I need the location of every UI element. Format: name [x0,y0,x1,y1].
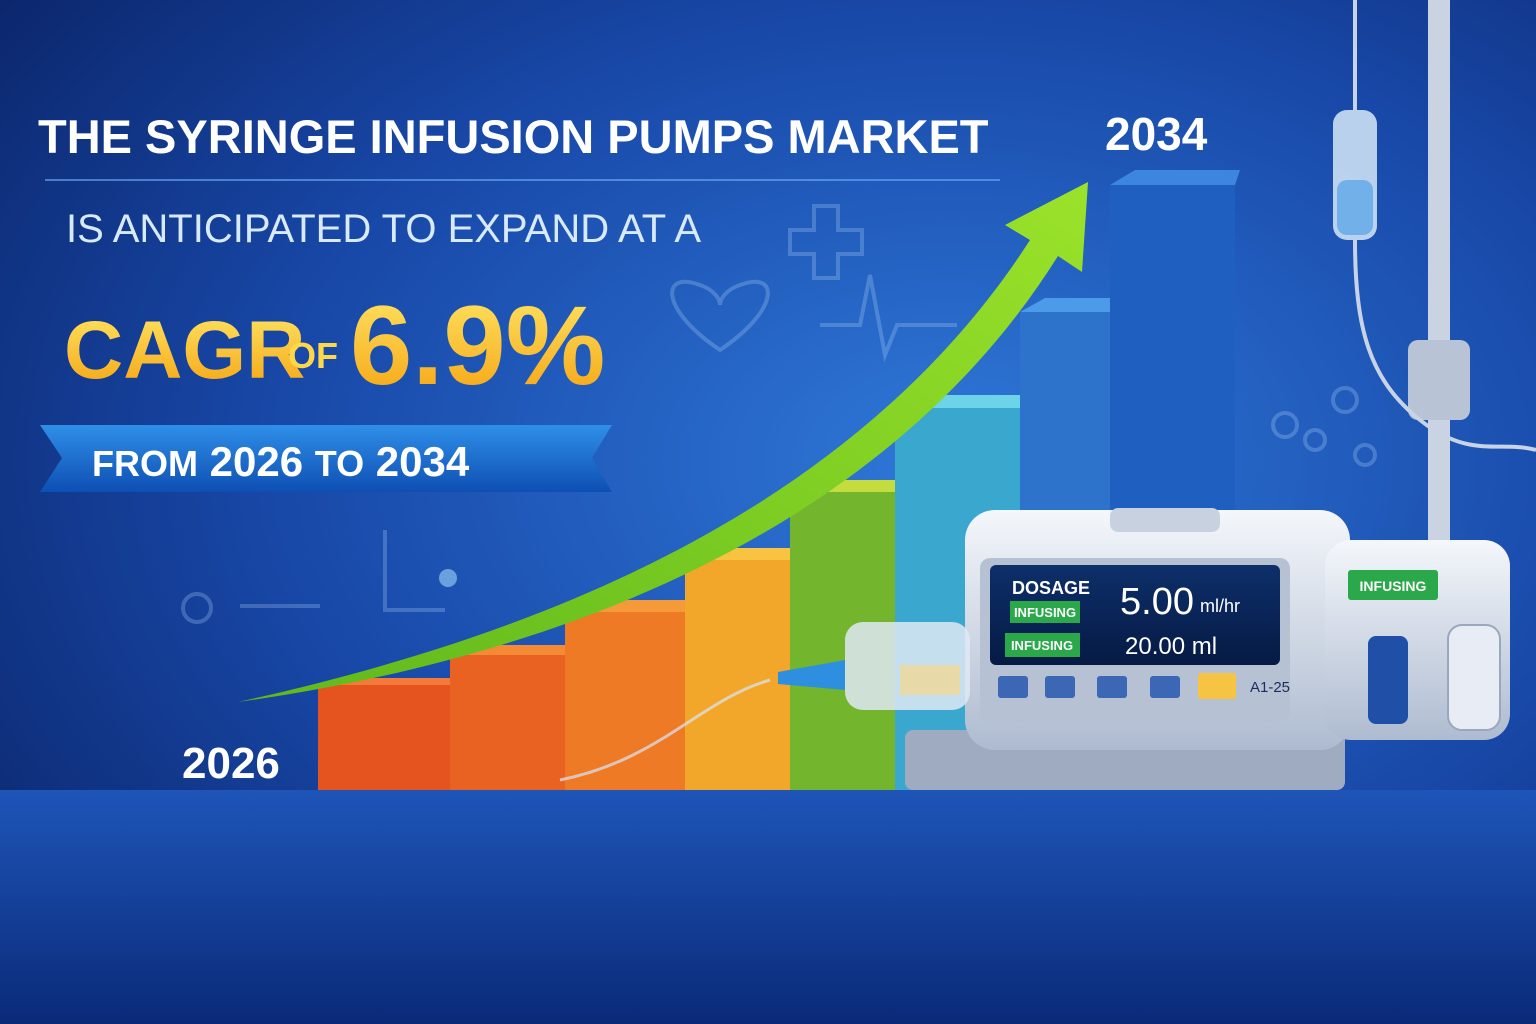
screen-rate-unit: ml/hr [1200,596,1240,616]
screen-status: INFUSING [1014,605,1076,620]
syringe-plunger [900,665,960,695]
ribbon [40,425,612,492]
screen-dosage: DOSAGE [1012,578,1090,598]
background-icons [181,204,1377,624]
bar [318,685,450,790]
end-year-label: 2034 [1105,108,1208,160]
heart-icon [670,279,770,353]
cagr-label: CAGR [64,305,305,396]
node-icon [1303,428,1327,452]
tube [559,678,771,782]
status-box [1010,601,1080,623]
syringe-pump: INFUSING DOSAGE INFUSING INFUSING 5.00 m… [559,508,1510,790]
bar [565,612,685,790]
screen-button [1150,676,1180,698]
status-box [1005,633,1080,657]
dot-icon [439,569,457,587]
dot-icon [181,592,213,624]
syringe-tip [778,660,845,690]
floor [0,790,1536,1024]
cagr-of: OF [288,335,338,376]
iv-pole [1428,0,1450,540]
knob [1447,624,1501,731]
period-end: 2034 [376,438,470,485]
cross-icon [788,204,864,280]
indicator-box [1348,570,1438,600]
screen-button [1198,673,1236,699]
node-icon [1353,443,1377,467]
period-from: FROM 2026 TO 2034 [92,438,470,485]
screen-button [1097,676,1127,698]
iv-tube [1353,239,1536,452]
bar [685,560,790,790]
screen-rate: 5.00 [1120,581,1194,623]
bar [450,655,565,790]
screen-button [1045,676,1075,698]
screen-volume: 20.00 ml [1125,633,1217,660]
screen-button [998,676,1028,698]
screen-buttons [998,673,1236,699]
headline-line1: THE SYRINGE INFUSION PUMPS MARKET [38,110,989,163]
circuit-lines [240,530,445,612]
iv-fluid [1337,180,1373,235]
indicator-label: INFUSING [1360,578,1427,594]
cagr-value: 6.9% [350,283,605,408]
screen-status: INFUSING [1011,638,1073,653]
screen-code: A1-25 [1250,679,1290,696]
plunger-clamp [1368,636,1408,724]
pulse-icon [820,274,957,363]
bar-top [1110,170,1240,185]
headline-line2: IS ANTICIPATED TO EXPAND AT A [66,207,701,251]
pump-handle [1110,508,1220,532]
bar-top [1020,298,1125,312]
node-icon [1271,411,1299,439]
period-from-word: FROM [92,443,198,484]
node-icon [1331,386,1359,414]
start-year-label: 2026 [182,739,280,788]
period-start: 2026 [210,438,303,485]
period-to: TO [315,443,364,484]
pole-clamp [1408,340,1470,420]
